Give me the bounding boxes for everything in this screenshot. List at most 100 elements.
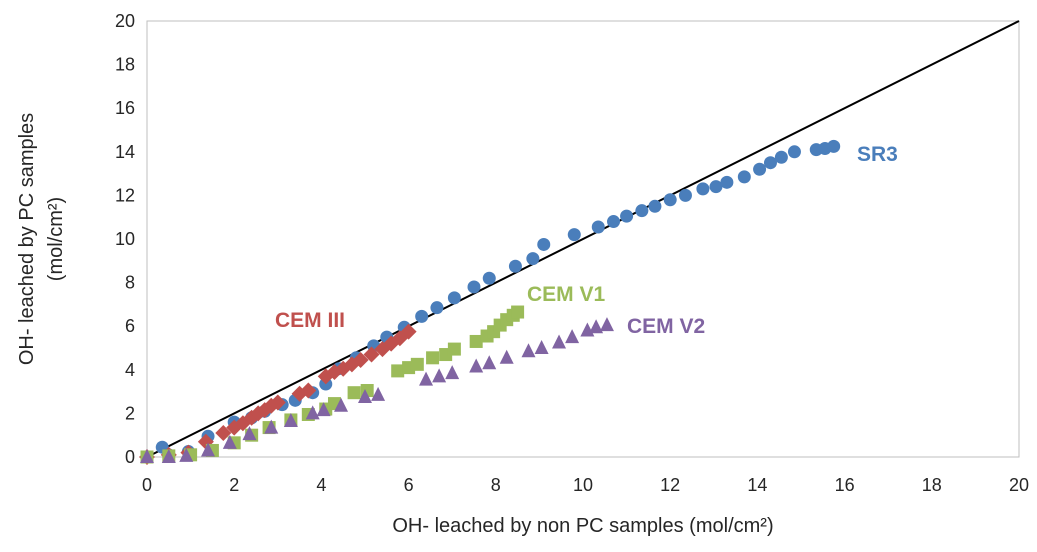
data-point (508, 259, 522, 273)
data-point (827, 139, 841, 153)
data-point (567, 228, 581, 242)
y-tick-label: 18 (115, 55, 135, 75)
data-point (635, 204, 649, 218)
data-point (467, 280, 481, 294)
y-tick-label: 6 (125, 316, 135, 336)
data-point (432, 368, 447, 383)
y-tick-label: 8 (125, 273, 135, 293)
series-label-sr3: SR3 (857, 143, 898, 166)
data-point (678, 188, 692, 202)
data-point (482, 271, 496, 285)
data-point (696, 182, 710, 196)
data-point (774, 150, 788, 164)
data-point (787, 145, 801, 159)
x-tick-label: 0 (142, 475, 152, 495)
y-tick-label: 16 (115, 98, 135, 118)
data-point (426, 351, 440, 365)
identity-reference-line (146, 20, 1020, 458)
series-cem-v2 (140, 317, 614, 463)
data-point (565, 329, 580, 344)
y-tick-label: 10 (115, 229, 135, 249)
data-point (179, 447, 194, 462)
y-axis-title-line2: (mol/cm²) (45, 197, 67, 281)
data-point (161, 449, 176, 463)
x-tick-label: 16 (835, 475, 855, 495)
x-tick-label: 2 (229, 475, 239, 495)
data-point (419, 371, 434, 386)
data-point (371, 386, 386, 401)
x-tick-label: 20 (1009, 475, 1029, 495)
series-label-cem-v1: CEM V1 (527, 283, 606, 306)
data-point (363, 346, 380, 363)
series-label-cem-iii: CEM III (275, 309, 345, 332)
data-point (737, 170, 751, 184)
y-tick-label: 2 (125, 403, 135, 423)
data-point (620, 209, 634, 223)
x-tick-label: 18 (922, 475, 942, 495)
y-tick-label: 0 (125, 447, 135, 467)
data-point (648, 199, 662, 213)
data-point (447, 342, 461, 356)
x-tick-label: 12 (660, 475, 680, 495)
data-point (447, 291, 461, 305)
x-tick-label: 4 (316, 475, 326, 495)
data-point (763, 156, 777, 170)
data-point (352, 351, 369, 368)
x-axis-title: OH- leached by non PC samples (mol/cm²) (392, 515, 773, 537)
series-layer (139, 139, 841, 465)
data-point (243, 409, 260, 426)
data-point (201, 442, 216, 457)
data-point (430, 301, 444, 315)
data-point (709, 180, 723, 194)
data-point (215, 425, 232, 442)
data-point (753, 162, 767, 176)
x-tick-label: 8 (491, 475, 501, 495)
y-tick-label: 12 (115, 185, 135, 205)
x-tick-label: 6 (404, 475, 414, 495)
x-tick-label: 10 (573, 475, 593, 495)
y-axis-title-line1: OH- leached by PC samples (16, 113, 38, 365)
data-point (663, 193, 677, 207)
data-point (410, 357, 424, 371)
data-point (591, 220, 605, 234)
series-label-cem-v2: CEM V2 (627, 315, 705, 338)
data-point (391, 364, 405, 378)
data-point (347, 386, 361, 400)
data-point (537, 237, 551, 251)
data-point (222, 434, 237, 449)
data-point (269, 394, 286, 411)
data-point (358, 389, 372, 404)
data-point (720, 175, 734, 189)
data-point (589, 319, 604, 334)
data-point (469, 334, 483, 348)
y-tick-label: 14 (115, 142, 135, 162)
data-point (526, 252, 540, 266)
data-point (305, 405, 320, 420)
data-point (482, 355, 497, 370)
data-point (521, 343, 536, 358)
data-point (499, 349, 514, 364)
data-point (607, 215, 621, 229)
data-point (300, 382, 317, 399)
data-point (264, 419, 279, 434)
data-point (140, 449, 154, 463)
data-point (334, 397, 349, 412)
x-tick-label: 14 (747, 475, 767, 495)
data-point (469, 358, 484, 373)
data-point (599, 317, 614, 332)
data-point (242, 426, 257, 441)
data-point (316, 402, 331, 417)
y-tick-label: 20 (115, 11, 135, 31)
data-point (552, 334, 567, 349)
data-point (534, 340, 549, 354)
y-tick-label: 4 (125, 360, 135, 380)
x-tick-labels: 0 2 4 6 8 10 12 14 16 18 20 (142, 475, 1029, 495)
data-point (511, 305, 525, 319)
data-point (283, 413, 298, 428)
data-point (400, 323, 417, 340)
y-tick-labels: 0 2 4 6 8 10 12 14 16 18 20 (115, 11, 135, 467)
data-point (445, 365, 460, 380)
data-point (415, 309, 429, 323)
